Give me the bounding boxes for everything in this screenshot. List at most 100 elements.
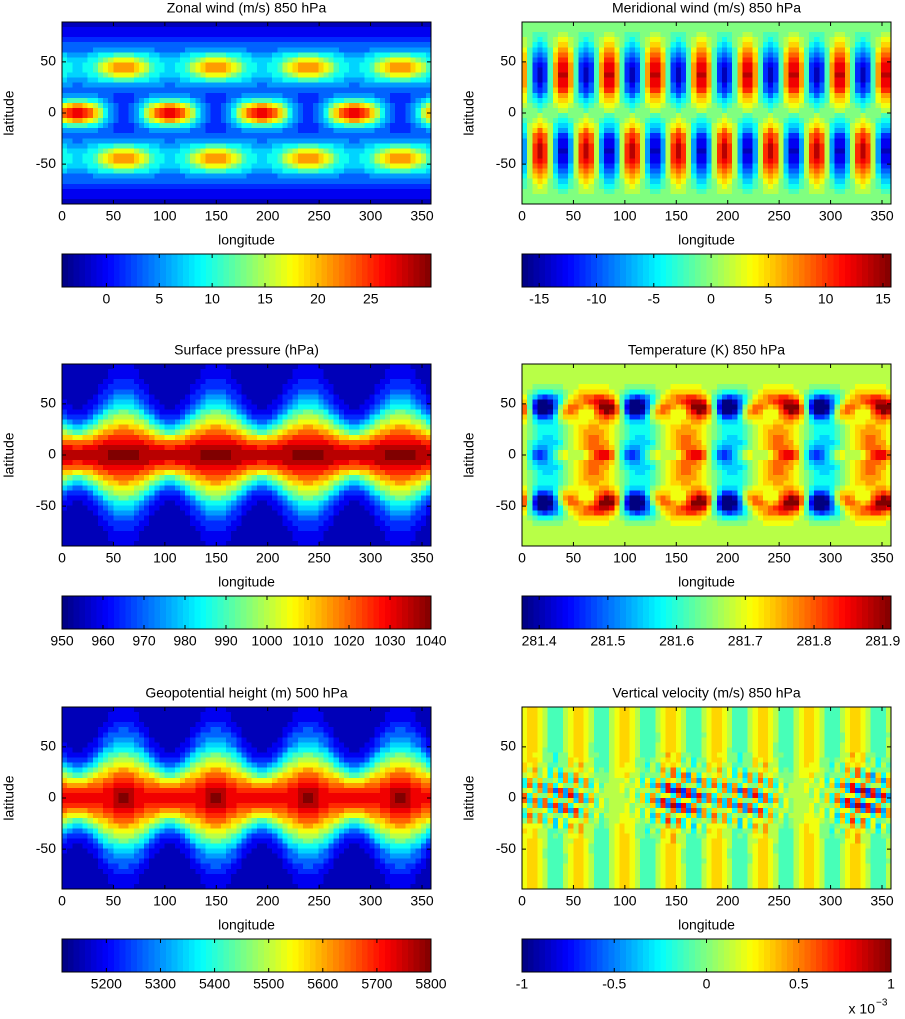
field-cell	[629, 97, 636, 104]
field-cell	[138, 158, 145, 165]
field-cell	[313, 27, 319, 33]
field-cell	[123, 168, 130, 175]
field-cell	[261, 143, 268, 149]
field-cell	[619, 183, 626, 190]
field-cell	[267, 148, 273, 155]
field-cell	[762, 153, 769, 160]
field-cell	[62, 163, 68, 170]
field-cell	[318, 102, 324, 109]
field-cell	[609, 128, 615, 134]
field-cell	[803, 143, 810, 149]
field-cell	[205, 82, 212, 89]
field-cell	[133, 27, 140, 33]
field-cell	[103, 107, 109, 114]
field-cell	[241, 27, 248, 33]
field-cell	[634, 158, 641, 165]
field-cell	[757, 158, 764, 165]
field-cell	[328, 22, 335, 28]
field-cell	[123, 102, 130, 109]
field-cell	[113, 102, 119, 109]
colorbar-cell	[183, 254, 190, 287]
field-cell	[752, 102, 759, 109]
field-cell	[297, 62, 304, 69]
field-cell	[588, 128, 595, 134]
field-cell	[721, 62, 728, 69]
field-cell	[691, 178, 697, 185]
field-cell	[195, 133, 201, 139]
field-cell	[532, 113, 538, 119]
field-cell	[236, 138, 242, 144]
field-cell	[788, 123, 795, 129]
field-cell	[179, 138, 186, 144]
field-cell	[190, 67, 196, 74]
field-cell	[318, 67, 324, 74]
field-cell	[215, 188, 222, 195]
field-cell	[379, 128, 386, 134]
field-cell	[236, 67, 242, 74]
field-cell	[179, 143, 186, 149]
field-cell	[251, 52, 258, 58]
field-cell	[768, 148, 774, 155]
field-cell	[272, 128, 278, 134]
field-cell	[272, 52, 278, 58]
field-cell	[205, 133, 212, 139]
field-cell	[629, 32, 636, 38]
colorbar-cell	[131, 254, 138, 287]
field-cell	[547, 37, 554, 43]
field-cell	[236, 193, 242, 200]
field-cell	[747, 118, 754, 124]
field-cell	[333, 113, 340, 119]
field-cell	[72, 47, 78, 53]
field-cell	[185, 148, 191, 155]
field-cell	[537, 42, 544, 48]
field-cell	[757, 123, 764, 129]
field-cell	[190, 42, 196, 48]
field-cell	[72, 168, 78, 175]
field-cell	[256, 42, 263, 48]
x-tick-label: 50	[106, 208, 122, 224]
field-cell	[573, 62, 579, 69]
field-cell	[665, 102, 672, 109]
field-cell	[313, 193, 319, 200]
field-cell	[292, 148, 299, 155]
field-cell	[72, 52, 78, 58]
field-cell	[696, 198, 702, 205]
colorbar-cell	[73, 254, 80, 287]
field-cell	[604, 42, 610, 48]
field-cell	[798, 133, 805, 139]
field-cell	[164, 163, 171, 170]
field-cell	[691, 102, 697, 109]
field-cell	[768, 107, 774, 114]
field-cell	[384, 163, 391, 170]
field-cell	[773, 52, 779, 58]
field-cell	[578, 118, 585, 124]
colorbar-cell	[292, 254, 299, 287]
field-cell	[598, 138, 605, 144]
field-cell	[349, 52, 355, 58]
field-cell	[231, 118, 237, 124]
field-cell	[349, 107, 355, 114]
field-cell	[379, 188, 386, 195]
field-cell	[169, 97, 176, 104]
field-cell	[87, 27, 94, 33]
field-cell	[308, 113, 314, 119]
field-cell	[133, 168, 140, 175]
field-cell	[711, 143, 718, 149]
field-cell	[133, 72, 140, 79]
field-cell	[108, 62, 114, 69]
field-cell	[415, 163, 422, 170]
field-cell	[323, 198, 330, 205]
field-cell	[318, 133, 324, 139]
field-cell	[82, 153, 89, 160]
field-cell	[395, 148, 401, 155]
field-cell	[773, 102, 779, 109]
field-cell	[200, 128, 207, 134]
field-cell	[532, 77, 538, 84]
field-cell	[82, 188, 89, 195]
field-cell	[522, 107, 528, 114]
field-cell	[593, 183, 600, 190]
field-cell	[563, 77, 569, 84]
field-cell	[563, 72, 569, 79]
field-cell	[701, 72, 708, 79]
field-cell	[395, 72, 401, 79]
